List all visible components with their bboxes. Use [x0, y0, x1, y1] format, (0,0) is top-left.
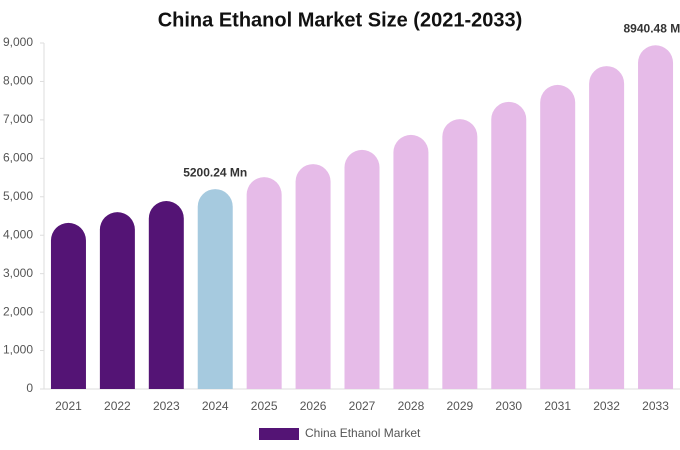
bar [491, 101, 527, 389]
y-tick-label: 9,000 [3, 35, 33, 49]
bar [589, 66, 625, 390]
bar [638, 45, 674, 390]
x-tick-label: 2030 [495, 399, 522, 413]
y-tick-label: 2,000 [3, 304, 33, 318]
bar [393, 134, 429, 389]
bar [99, 212, 135, 389]
x-tick-label: 2026 [300, 399, 327, 413]
y-tick-label: 8,000 [3, 74, 33, 88]
data-label: 5200.24 Mn [183, 165, 247, 179]
x-tick-label: 2028 [398, 399, 425, 413]
x-tick-label: 2033 [642, 399, 669, 413]
bar [197, 189, 233, 389]
y-tick-label: 7,000 [3, 112, 33, 126]
x-tick-label: 2021 [55, 399, 82, 413]
x-tick-label: 2023 [153, 399, 180, 413]
bar [540, 84, 576, 389]
bar [344, 149, 380, 389]
chart-title: China Ethanol Market Size (2021-2033) [158, 9, 523, 31]
x-tick-label: 2022 [104, 399, 131, 413]
bar [246, 177, 282, 389]
x-tick-label: 2031 [544, 399, 571, 413]
x-tick-label: 2027 [349, 399, 376, 413]
y-tick-label: 0 [26, 381, 33, 395]
data-label: 8940.48 Mn [624, 21, 680, 35]
y-tick-label: 6,000 [3, 151, 33, 165]
bar [148, 201, 184, 389]
legend-label: China Ethanol Market [305, 426, 421, 440]
bar [50, 222, 86, 389]
y-tick-label: 4,000 [3, 227, 33, 241]
y-tick-label: 5,000 [3, 189, 33, 203]
x-tick-label: 2025 [251, 399, 278, 413]
x-tick-label: 2032 [593, 399, 620, 413]
bar [295, 164, 331, 389]
x-tick-label: 2024 [202, 399, 229, 413]
y-tick-label: 1,000 [3, 343, 33, 357]
legend-swatch [259, 428, 299, 440]
y-tick-label: 3,000 [3, 266, 33, 280]
x-tick-label: 2029 [446, 399, 473, 413]
bar [442, 119, 478, 390]
